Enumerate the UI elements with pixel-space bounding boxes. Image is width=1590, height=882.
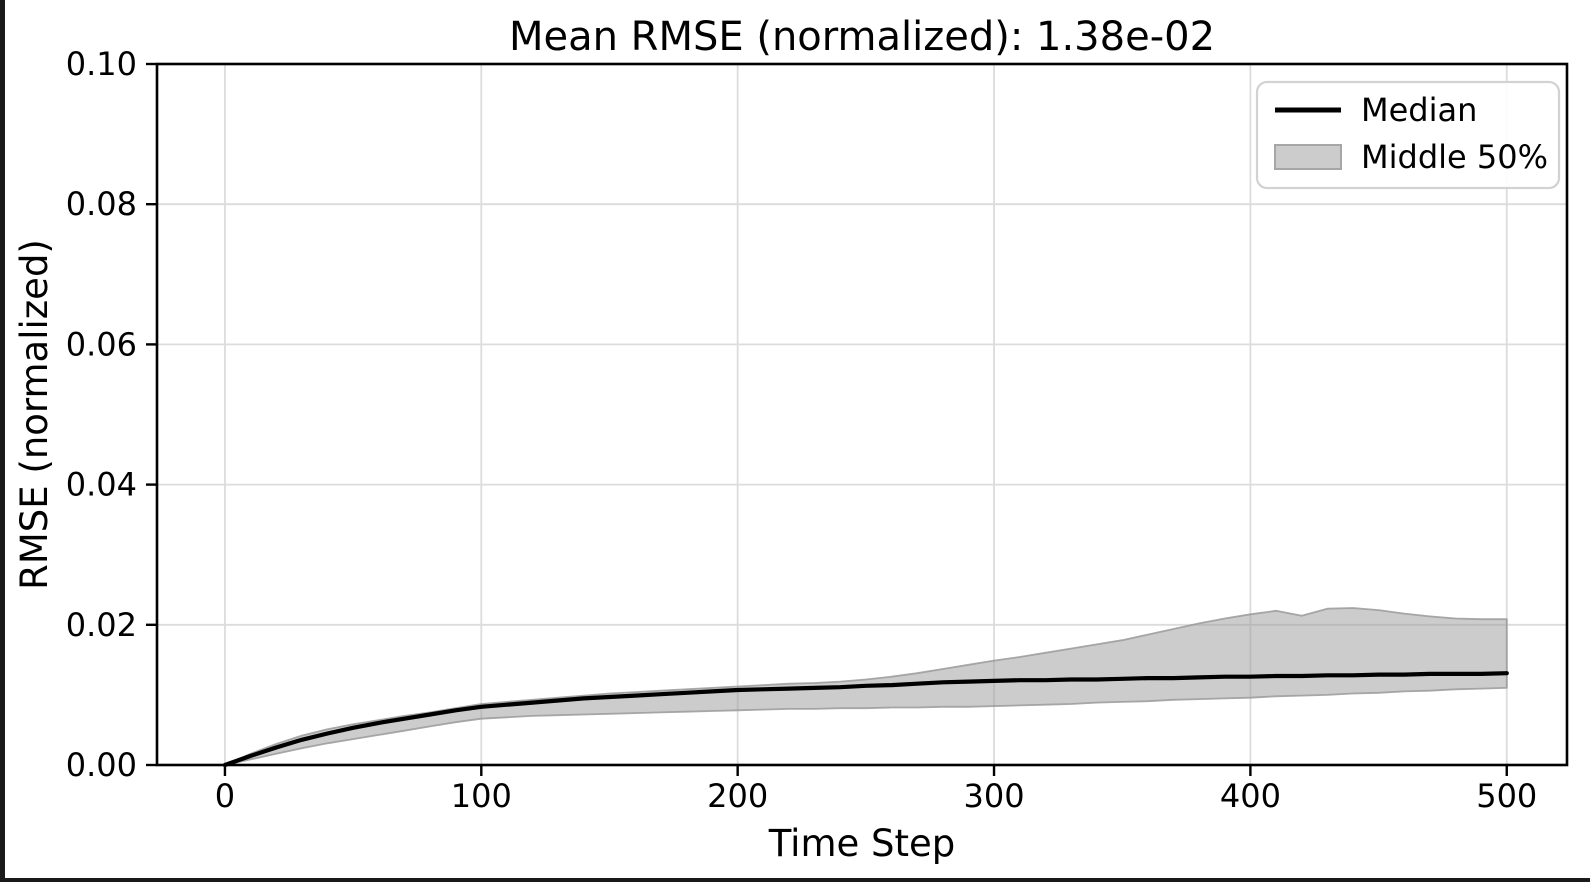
x-axis-label: Time Step: [768, 822, 956, 865]
y-axis-label: RMSE (normalized): [13, 239, 56, 590]
legend-median-label: Median: [1361, 91, 1477, 129]
y-tick-label: 0.02: [66, 606, 137, 644]
y-tick-label: 0.04: [66, 466, 137, 504]
plot-frame: [155, 62, 1569, 767]
x-tick-label: 100: [451, 777, 512, 815]
y-tick-label: 0.10: [66, 45, 137, 83]
x-tick-label: 0: [215, 777, 235, 815]
legend-band-swatch: [1274, 144, 1342, 170]
x-tick-label: 200: [707, 777, 768, 815]
x-tick-label: 400: [1220, 777, 1281, 815]
x-tick-label: 500: [1476, 777, 1537, 815]
y-tick-label: 0.00: [66, 746, 137, 784]
y-tick-label: 0.08: [66, 185, 137, 223]
chart-title: Mean RMSE (normalized): 1.38e-02: [509, 14, 1215, 60]
y-tick-label: 0.06: [66, 325, 137, 363]
legend-band-label: Middle 50%: [1361, 138, 1548, 176]
median-line: [222, 671, 1509, 768]
rmse-chart: 0 100 200 300 400 500 0.00 0.02 0.04 0.06 0.08 0.10…: [13, 14, 1569, 865]
x-tick-label: 300: [963, 777, 1024, 815]
